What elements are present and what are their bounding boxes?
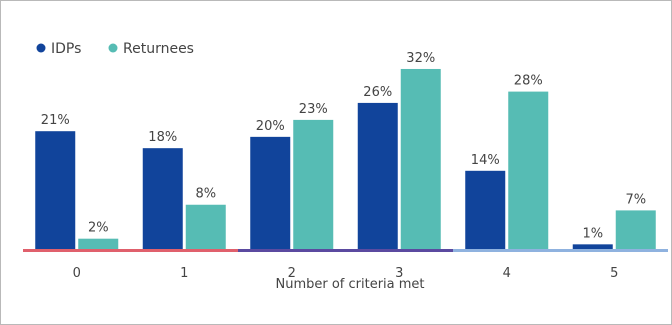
bar-returnees-2: [293, 119, 334, 249]
axis-band-4: [453, 249, 561, 252]
x-tick-label-2: 2: [288, 266, 296, 281]
value-label-returnees-4: 28%: [514, 74, 543, 89]
value-label-returnees-0: 2%: [88, 221, 109, 236]
x-tick-label-5: 5: [610, 266, 618, 281]
legend: IDPs Returnees: [36, 41, 194, 57]
x-tick-label-4: 4: [503, 266, 511, 281]
value-labels: 21% 2% 18% 8% 20% 23% 26% 32% 14% 28% 1% 7%: [41, 51, 646, 241]
bar-returnees-5: [615, 210, 656, 249]
value-label-idps-5: 1%: [582, 226, 603, 241]
bar-returnees-0: [78, 238, 119, 249]
axis-band-5: [560, 249, 668, 252]
axis-band-0: [23, 249, 131, 252]
legend-label-idps: IDPs: [51, 41, 81, 57]
value-label-returnees-3: 32%: [406, 51, 435, 66]
legend-marker-returnees: [108, 43, 118, 53]
category-bands: [23, 249, 668, 252]
value-label-returnees-2: 23%: [299, 102, 328, 117]
x-tick-label-3: 3: [395, 266, 403, 281]
value-label-idps-2: 20%: [256, 119, 285, 134]
value-label-returnees-5: 7%: [625, 192, 646, 207]
x-tick-label-1: 1: [180, 266, 188, 281]
bars: [35, 68, 656, 250]
x-tick-labels: 0 1 2 3 4 5: [73, 266, 619, 281]
bar-idps-1: [142, 148, 183, 249]
legend-label-returnees: Returnees: [123, 41, 194, 57]
axis-band-2: [238, 249, 346, 252]
bar-idps-3: [357, 102, 398, 250]
axis-band-3: [345, 249, 453, 252]
bar-returnees-3: [400, 68, 441, 249]
bar-idps-2: [250, 136, 291, 249]
axis-band-1: [130, 249, 238, 252]
bar-idps-4: [465, 170, 506, 249]
value-label-idps-3: 26%: [363, 85, 392, 100]
value-label-idps-4: 14%: [471, 153, 500, 168]
bar-returnees-4: [508, 91, 549, 249]
bar-idps-5: [572, 244, 613, 249]
value-label-idps-0: 21%: [41, 113, 70, 128]
bar-returnees-1: [185, 204, 226, 249]
value-label-returnees-1: 8%: [195, 187, 216, 202]
bar-idps-0: [35, 131, 76, 249]
x-tick-label-0: 0: [73, 266, 81, 281]
legend-marker-idps: [36, 43, 46, 53]
value-label-idps-1: 18%: [148, 130, 177, 145]
x-axis-title: Number of criteria met: [275, 277, 424, 292]
